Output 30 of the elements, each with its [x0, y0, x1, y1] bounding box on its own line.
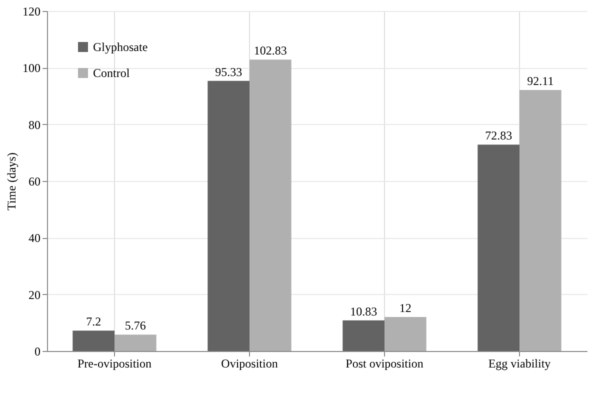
data-label: 92.11: [527, 74, 554, 88]
data-label: 5.76: [124, 318, 146, 333]
bar: [114, 334, 156, 351]
x-tick-label: Egg viability: [488, 356, 551, 370]
y-tick-label: 0: [34, 344, 40, 358]
bar: [384, 317, 426, 351]
legend-label: Glyphosate: [93, 40, 148, 54]
bar: [208, 80, 250, 351]
y-tick-label: 60: [28, 174, 40, 188]
y-axis-title: Time (days): [4, 152, 18, 210]
bar: [478, 144, 520, 351]
y-tick-label: 120: [22, 4, 40, 18]
x-tick-label: Oviposition: [221, 356, 278, 370]
y-tick-label: 40: [28, 231, 40, 246]
data-label: 95.33: [215, 64, 242, 79]
data-label: 12: [399, 301, 412, 315]
y-tick-label: 20: [28, 288, 40, 302]
bar: [72, 330, 114, 351]
data-label: 10.83: [350, 304, 378, 318]
x-tick-label: Pre-oviposition: [78, 356, 152, 370]
bar: [342, 320, 384, 351]
bar: [520, 90, 562, 351]
data-label: 7.2: [86, 314, 102, 329]
data-label: 102.83: [254, 44, 287, 58]
bar: [250, 60, 292, 351]
y-tick-label: 100: [22, 61, 40, 76]
legend-label: Control: [93, 66, 130, 80]
data-label: 72.83: [485, 128, 512, 143]
y-tick-label: 80: [28, 118, 40, 132]
x-tick-label: Post oviposition: [346, 356, 424, 370]
